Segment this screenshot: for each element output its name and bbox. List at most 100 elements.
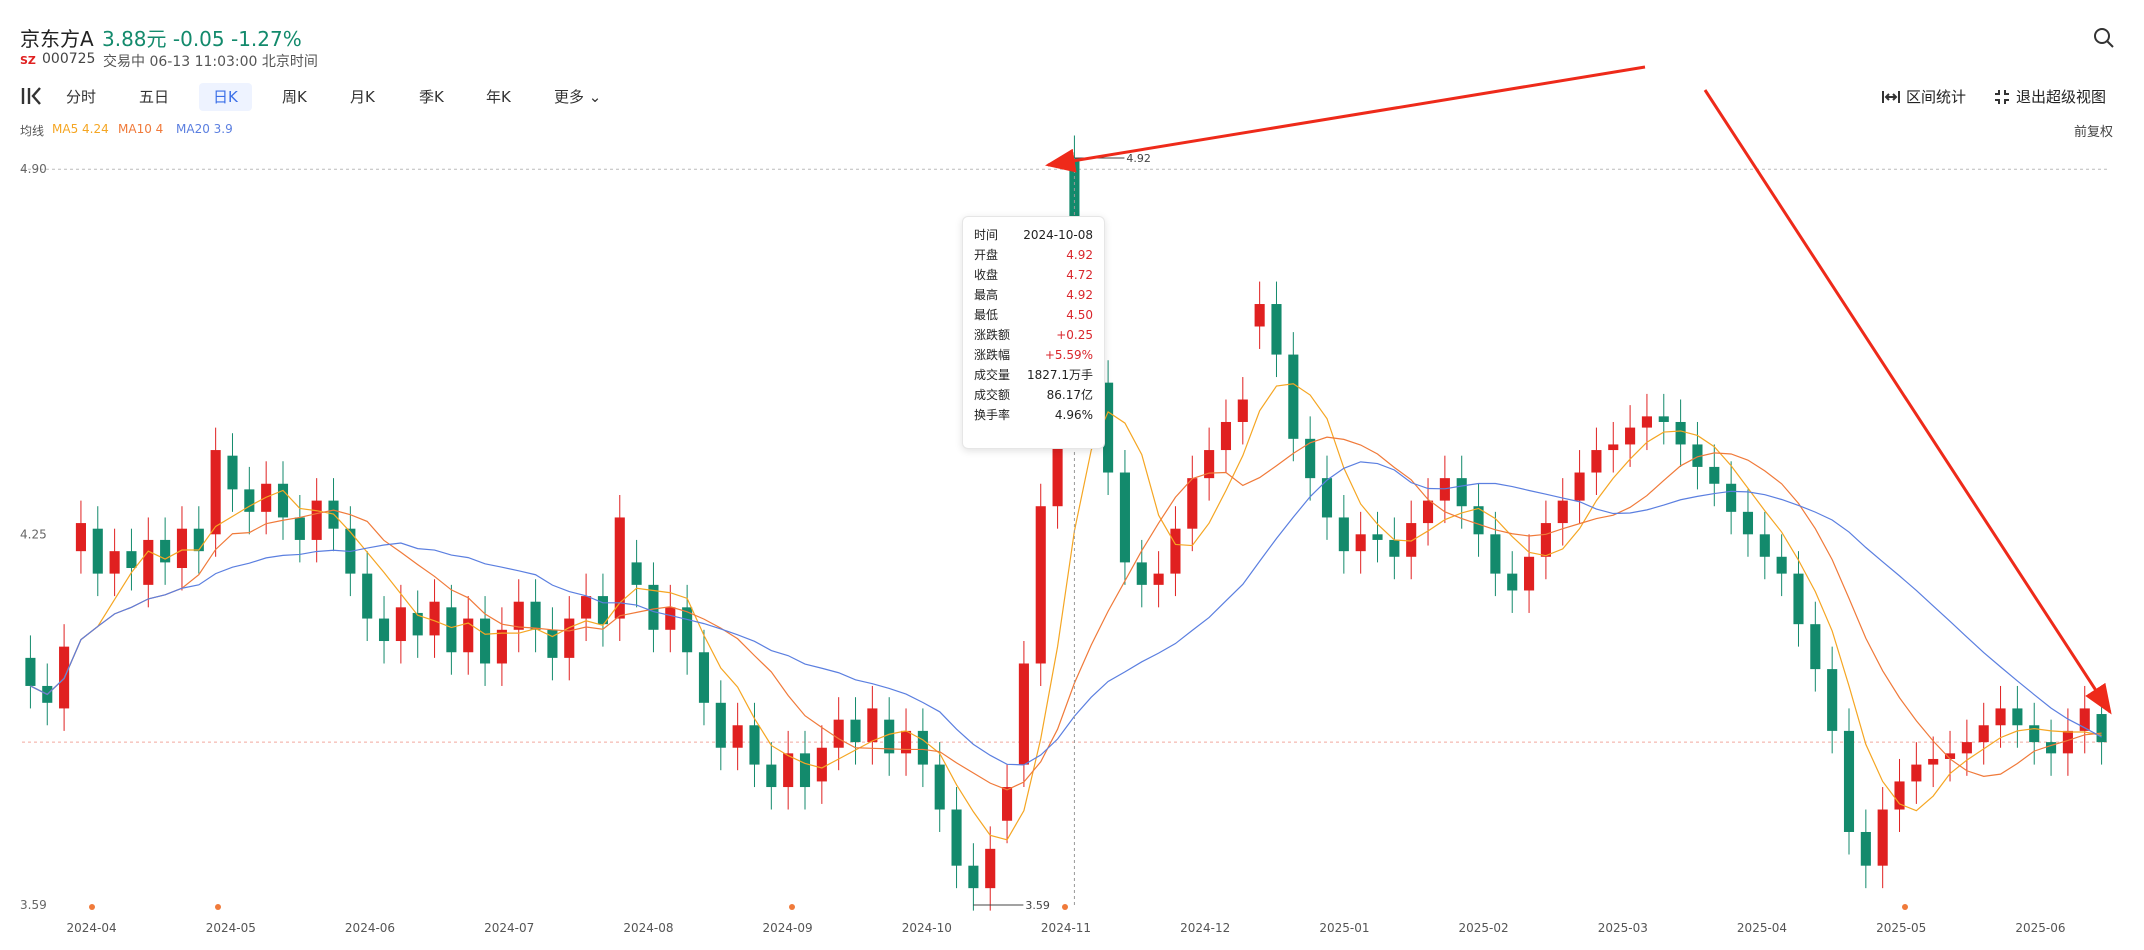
candle-body — [277, 483, 289, 518]
candle-body — [900, 730, 912, 754]
candle-body — [917, 730, 928, 765]
candle-body — [698, 652, 710, 703]
y-tick-label: 3.59 — [20, 898, 47, 912]
candle-body — [1187, 478, 1198, 529]
adjust-type[interactable]: 前复权 — [2074, 125, 2114, 140]
candle-body — [1709, 466, 1720, 484]
sidebar-toggle-icon[interactable] — [20, 86, 42, 106]
candle-body — [1860, 831, 1871, 866]
candle-body — [1490, 534, 1501, 574]
tab-monthly-k[interactable]: 月K — [350, 88, 375, 106]
exit-super-view-label: 退出超级视图 — [2016, 88, 2107, 106]
candle-body — [2062, 730, 2073, 754]
range-stats-button[interactable]: 区间统计 — [1882, 86, 1966, 107]
candle-body — [1473, 506, 1484, 535]
tooltip-value: 4.50 — [1066, 308, 1093, 322]
event-dot — [1902, 904, 1908, 910]
ma10-legend: MA10 4 — [118, 122, 164, 136]
tooltip-value: 2024-10-08 — [1023, 228, 1093, 242]
candle-body — [530, 601, 541, 630]
x-tick-label: 2024-12 — [1180, 921, 1230, 935]
candle-body — [2029, 725, 2040, 743]
candle-body — [665, 607, 676, 630]
tooltip-row: 收盘 4.72 — [963, 265, 1104, 285]
candle-body — [244, 489, 255, 512]
trading-status: 交易中 06-13 11:03:00 北京时间 — [103, 54, 318, 70]
candle-body — [1271, 304, 1282, 355]
candle-body — [378, 618, 390, 642]
event-dot — [1062, 904, 1068, 910]
candle-body — [1742, 511, 1754, 535]
candle-body — [429, 601, 440, 636]
candle-body — [1658, 416, 1669, 422]
candle-body — [496, 629, 507, 664]
tooltip-value: +0.25 — [1056, 328, 1093, 342]
candle-body — [75, 523, 86, 552]
tooltip-row: 最高 4.92 — [963, 285, 1104, 305]
range-icon — [1882, 90, 1900, 103]
candle-body — [648, 584, 659, 630]
ma-label: 均线 — [20, 124, 45, 138]
tooltip-value: 1827.1万手 — [1027, 368, 1093, 382]
x-tick-label: 2025-05 — [1876, 921, 1926, 935]
tab-fenshi[interactable]: 分时 — [66, 88, 97, 106]
candle-body — [1321, 478, 1333, 518]
candle-body — [1288, 354, 1299, 439]
tooltip-row: 涨跌额 +0.25 — [963, 325, 1104, 345]
tooltip-label: 涨跌幅 — [974, 348, 1011, 362]
market-badge: SZ — [20, 54, 36, 67]
x-tick-label: 2025-03 — [1598, 921, 1648, 935]
candle-body — [766, 764, 777, 788]
candle-body — [294, 517, 305, 540]
candle-body — [799, 753, 811, 788]
tab-yearly-k[interactable]: 年K — [486, 88, 511, 106]
tooltip-label: 成交额 — [974, 388, 1011, 402]
exit-super-view-button[interactable]: 退出超级视图 — [1994, 86, 2106, 107]
candle-body — [395, 607, 406, 642]
candle-body — [2079, 708, 2090, 731]
tooltip-row: 最低 4.50 — [963, 305, 1104, 325]
candle-body — [1843, 730, 1855, 832]
candle-body — [631, 562, 642, 585]
tab-quarterly-k[interactable]: 季K — [419, 88, 444, 106]
candle-body — [1052, 427, 1063, 507]
candle-body — [176, 528, 188, 569]
ma10-line — [30, 436, 2102, 791]
search-icon[interactable] — [2092, 26, 2116, 50]
tooltip-value: 4.96% — [1054, 408, 1093, 422]
candle-body — [2096, 714, 2107, 743]
candle-body — [1928, 758, 1939, 765]
candle-body — [1591, 450, 1602, 473]
candle-body — [547, 629, 558, 658]
tooltip-value: +5.59% — [1044, 348, 1093, 362]
candle-body — [1961, 742, 1972, 754]
candle-body — [1877, 809, 1888, 866]
candle-body — [1608, 444, 1619, 451]
tab-daily-k[interactable]: 日K — [199, 83, 252, 111]
tab-more-label: 更多 — [554, 88, 585, 106]
ma5-line — [30, 383, 2102, 841]
candle-body — [160, 539, 171, 563]
candle-body — [1018, 663, 1029, 765]
candle-body — [564, 618, 575, 658]
min-label: 3.59 — [1025, 899, 1050, 912]
candle-body — [1759, 534, 1770, 557]
candle-body — [581, 596, 592, 619]
candle-body — [463, 618, 474, 653]
candle-body — [362, 573, 373, 619]
candle-body — [1237, 399, 1248, 422]
tab-five-day[interactable]: 五日 — [139, 88, 170, 106]
tab-weekly-k[interactable]: 周K — [282, 88, 307, 106]
event-dot — [789, 904, 795, 910]
tooltip-row: 换手率 4.96% — [963, 405, 1104, 425]
candle-body — [1507, 573, 1518, 591]
tooltip-label: 最低 — [974, 308, 999, 322]
tab-more[interactable]: 更多 ⌄ — [540, 83, 615, 111]
candle-body — [1944, 753, 1956, 759]
collapse-icon — [1995, 89, 2009, 104]
tooltip-label: 最高 — [974, 288, 999, 302]
candle-body — [1389, 539, 1400, 557]
tooltip-label: 时间 — [974, 228, 999, 242]
candle-body — [715, 702, 726, 748]
